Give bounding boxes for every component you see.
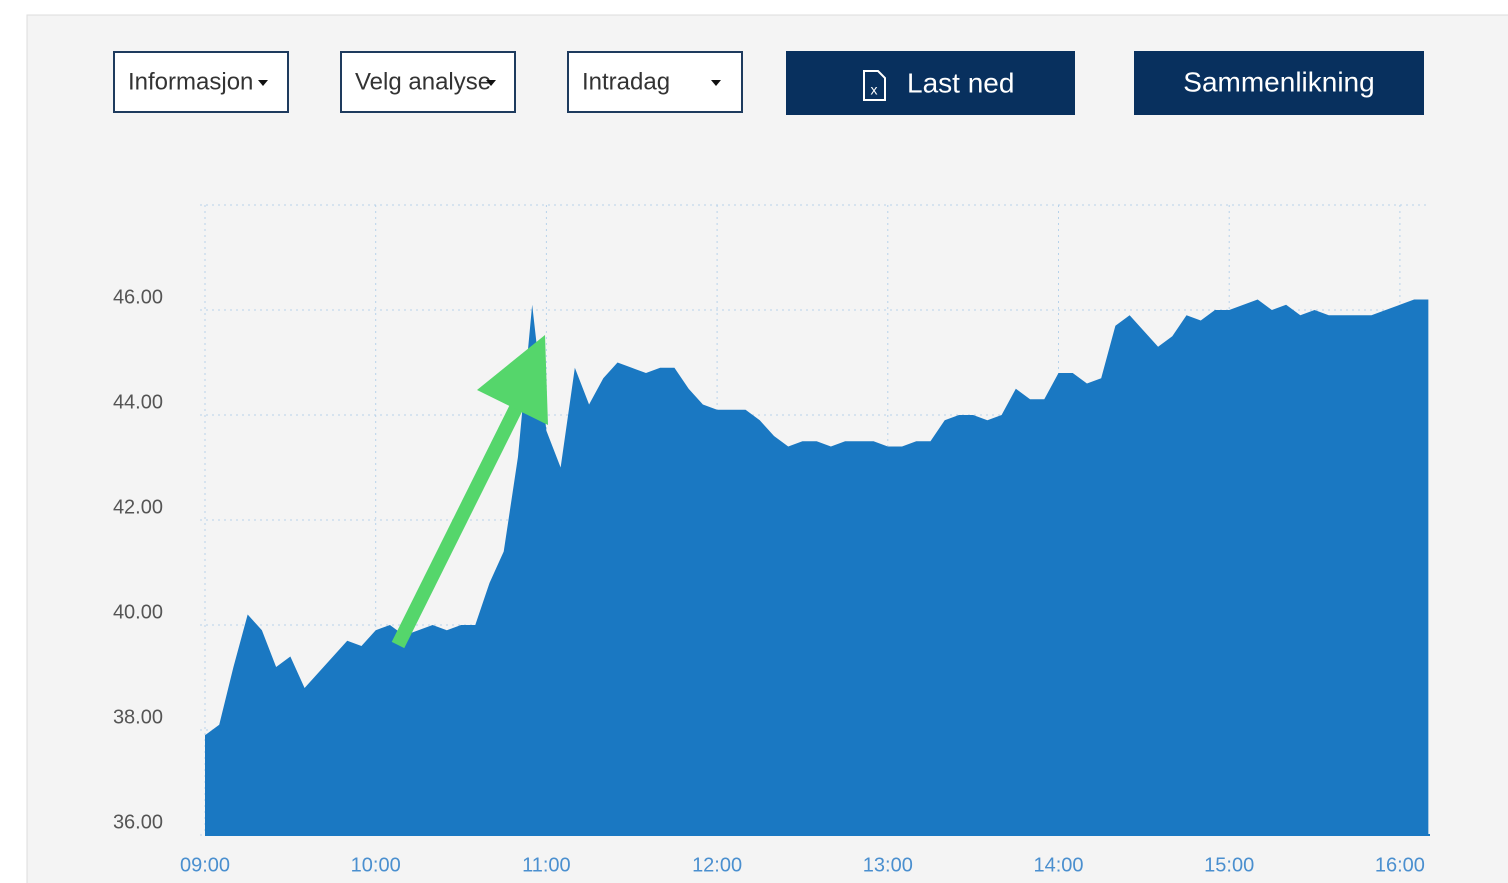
annotation-arrowhead (477, 335, 548, 425)
button[interactable] (786, 51, 1075, 115)
dropdown-label: Velg analyse (355, 68, 491, 95)
y-tick-label: 42.00 (113, 496, 163, 518)
icon-x: x (871, 82, 878, 98)
dropdown-label: Intradag (582, 68, 670, 95)
dropdown-label: Informasjon (128, 68, 253, 95)
x-tick-label: 10:00 (351, 854, 401, 876)
excel-icon (863, 70, 886, 101)
dropdown[interactable]: Velg analyse (340, 51, 516, 113)
caret (258, 80, 268, 86)
price-area (205, 299, 1429, 835)
x-tick-label: 12:00 (692, 854, 742, 876)
y-tick-label: 38.00 (113, 706, 163, 728)
dropdown[interactable]: Intradag (567, 51, 743, 113)
y-tick-label: 36.00 (113, 811, 163, 833)
dropdown-box[interactable] (340, 51, 516, 113)
x-tick-label: 14:00 (1033, 854, 1083, 876)
button-label: Last ned (907, 67, 1014, 98)
button-label: Sammenlikning (1183, 66, 1374, 97)
button[interactable] (1134, 51, 1424, 115)
caret (486, 80, 496, 86)
x-tick-label: 16:00 (1375, 854, 1425, 876)
y-tick-label: 44.00 (113, 391, 163, 413)
plot: 36.00 38.00 40.00 42.00 44.00 46.00 09:00 10:00… (113, 205, 1430, 876)
compare-button[interactable]: Sammenlikning (1134, 51, 1424, 115)
x-tick-label: 09:00 (180, 854, 230, 876)
dropdown[interactable]: Informasjon (113, 51, 289, 113)
x-tick-label: 13:00 (863, 854, 913, 876)
caret (711, 80, 721, 86)
y-tick-label: 40.00 (113, 601, 163, 623)
annotation-arrow (391, 386, 532, 649)
download-button[interactable]: x Last ned (786, 51, 1075, 115)
y-tick-label: 46.00 (113, 286, 163, 308)
x-tick-label: 11:00 (522, 854, 571, 876)
dropdown-box[interactable] (113, 51, 289, 113)
x-tick-label: 15:00 (1204, 854, 1254, 876)
